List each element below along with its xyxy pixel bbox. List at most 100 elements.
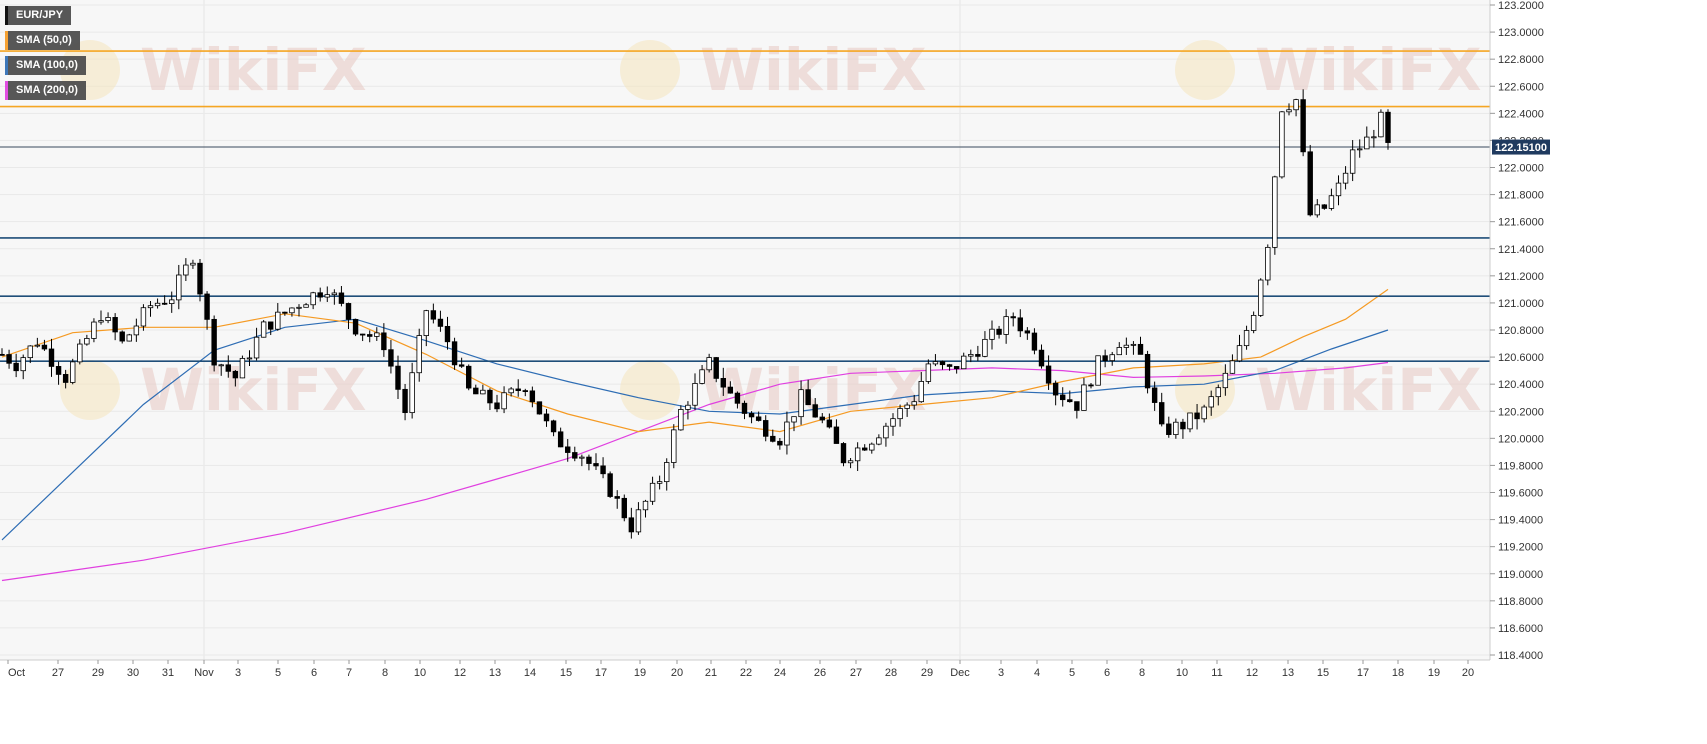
- candle: [522, 388, 528, 397]
- candle: [331, 289, 338, 305]
- candle-down: [1010, 316, 1016, 319]
- candle: [133, 318, 140, 342]
- watermark-text: WikiFX: [140, 356, 367, 424]
- candle: [161, 295, 168, 306]
- candle: [734, 391, 741, 409]
- candle: [529, 386, 536, 408]
- candle: [543, 409, 550, 427]
- candle-down: [473, 387, 479, 395]
- x-tick-label: 20: [1462, 667, 1474, 679]
- candle: [1067, 390, 1073, 403]
- candle-down: [741, 402, 748, 414]
- candle-up: [925, 363, 932, 382]
- candle: [1300, 89, 1306, 157]
- candle: [154, 298, 161, 309]
- legend-sma50[interactable]: SMA (50,0): [5, 31, 80, 50]
- candle-up: [1081, 384, 1087, 411]
- candle-down: [1067, 399, 1073, 403]
- candle-down: [819, 416, 825, 421]
- candle-down: [282, 311, 288, 314]
- candle: [1130, 341, 1137, 355]
- candle: [1250, 311, 1257, 334]
- candle-up: [105, 317, 111, 321]
- candle-up: [190, 262, 196, 266]
- candle: [890, 413, 896, 436]
- candle: [565, 439, 571, 462]
- candle: [741, 400, 748, 420]
- candle: [1038, 344, 1045, 369]
- candle: [1166, 416, 1172, 438]
- candle: [1229, 354, 1236, 374]
- candle: [34, 337, 41, 348]
- candle: [211, 315, 217, 372]
- candle: [352, 318, 359, 337]
- candle-down: [359, 333, 366, 336]
- candle-up: [1286, 109, 1292, 113]
- candle: [1074, 401, 1080, 419]
- candle: [1364, 126, 1370, 150]
- x-tick-label: 11: [1211, 667, 1222, 679]
- candle-down: [1102, 355, 1108, 362]
- candle-up: [1349, 149, 1356, 174]
- candle-up: [911, 401, 917, 406]
- candle: [1328, 188, 1335, 211]
- y-tick-label: 122.8000: [1498, 54, 1544, 66]
- candle: [904, 402, 910, 417]
- candle: [381, 323, 387, 357]
- x-tick-label: 8: [382, 667, 388, 679]
- candle: [197, 258, 203, 302]
- candle: [1045, 355, 1052, 390]
- candle: [1215, 384, 1221, 406]
- y-tick-label: 122.4000: [1498, 108, 1544, 120]
- watermark: WikiFX: [60, 356, 367, 424]
- candle: [1385, 109, 1391, 150]
- candle: [98, 310, 104, 325]
- watermark-logo: [620, 40, 680, 100]
- candle: [338, 286, 345, 307]
- candle: [1109, 351, 1115, 366]
- candle-up: [1357, 148, 1363, 151]
- candle-down: [946, 364, 953, 367]
- candle: [989, 320, 995, 350]
- y-tick-label: 123.2000: [1498, 0, 1544, 12]
- candle: [1293, 98, 1299, 117]
- x-tick-label: 15: [1317, 667, 1329, 679]
- candle: [1357, 139, 1363, 158]
- candle-down: [0, 353, 5, 356]
- candle-down: [550, 420, 557, 433]
- candle: [557, 427, 564, 448]
- candle: [232, 369, 239, 387]
- candle-up: [968, 354, 974, 357]
- x-tick-label: 5: [1069, 667, 1075, 679]
- legend-sma200[interactable]: SMA (200,0): [5, 81, 86, 100]
- candle-up: [501, 392, 507, 410]
- candle-up: [1328, 195, 1335, 209]
- y-tick-label: 121.8000: [1498, 190, 1544, 202]
- candle: [140, 304, 147, 331]
- candle-down: [48, 348, 55, 367]
- watermark-text: WikiFX: [1255, 36, 1482, 104]
- x-tick-label: Nov: [194, 667, 214, 679]
- current-price-label: 122.15100: [1495, 142, 1547, 154]
- candle-up: [140, 307, 147, 327]
- candle: [982, 331, 988, 358]
- candle-down: [444, 325, 451, 343]
- legend-eurjpy[interactable]: EUR/JPY: [5, 6, 72, 25]
- legend-label-sma200: SMA (200,0): [16, 84, 78, 96]
- candle: [1081, 377, 1087, 411]
- candle: [55, 361, 62, 385]
- candle: [876, 434, 882, 446]
- candle: [296, 304, 302, 317]
- candle-down: [487, 389, 493, 404]
- candle: [586, 454, 592, 471]
- legend-sma100[interactable]: SMA (100,0): [5, 56, 86, 75]
- candle-up: [253, 336, 260, 359]
- candle: [1159, 392, 1165, 427]
- candle-up: [664, 462, 670, 483]
- candle-up: [98, 320, 104, 323]
- watermark-text: WikiFX: [1255, 356, 1482, 424]
- candle: [1031, 328, 1038, 355]
- x-tick-label: 24: [774, 667, 786, 679]
- candle-down: [381, 332, 387, 351]
